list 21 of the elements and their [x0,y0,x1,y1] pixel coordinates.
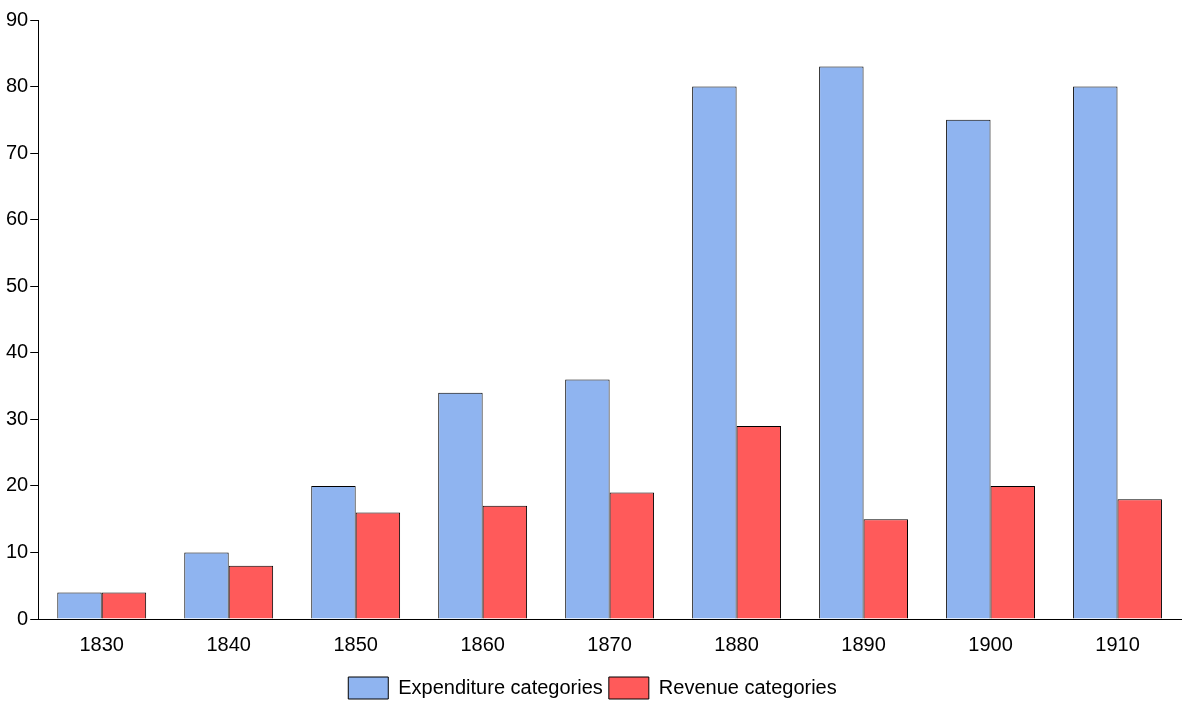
y-tick-label: 0 [17,606,29,629]
y-tick-label: 20 [6,473,29,496]
x-tick-label: 1900 [968,632,1013,655]
y-tick-label: 50 [6,273,29,296]
y-tick-label: 80 [6,74,29,97]
y-tick-label: 60 [6,207,29,230]
x-tick-label: 1870 [587,632,632,655]
x-tick-label: 1910 [1095,632,1140,655]
x-tick-label: 1860 [460,632,505,655]
x-tick-label: 1830 [79,632,124,655]
y-tick-label: 90 [6,7,29,30]
x-tick-label: 1850 [333,632,378,655]
y-tick-label: 10 [6,539,29,562]
y-tick-label: 40 [6,340,29,363]
legend-label: Revenue categories [658,675,837,698]
y-tick-label: 30 [6,406,29,429]
legend-label: Expenditure categories [398,675,603,698]
x-tick-label: 1880 [714,632,759,655]
y-tick-label: 70 [6,140,29,163]
x-tick-label: 1890 [841,632,886,655]
x-tick-label: 1840 [206,632,251,655]
